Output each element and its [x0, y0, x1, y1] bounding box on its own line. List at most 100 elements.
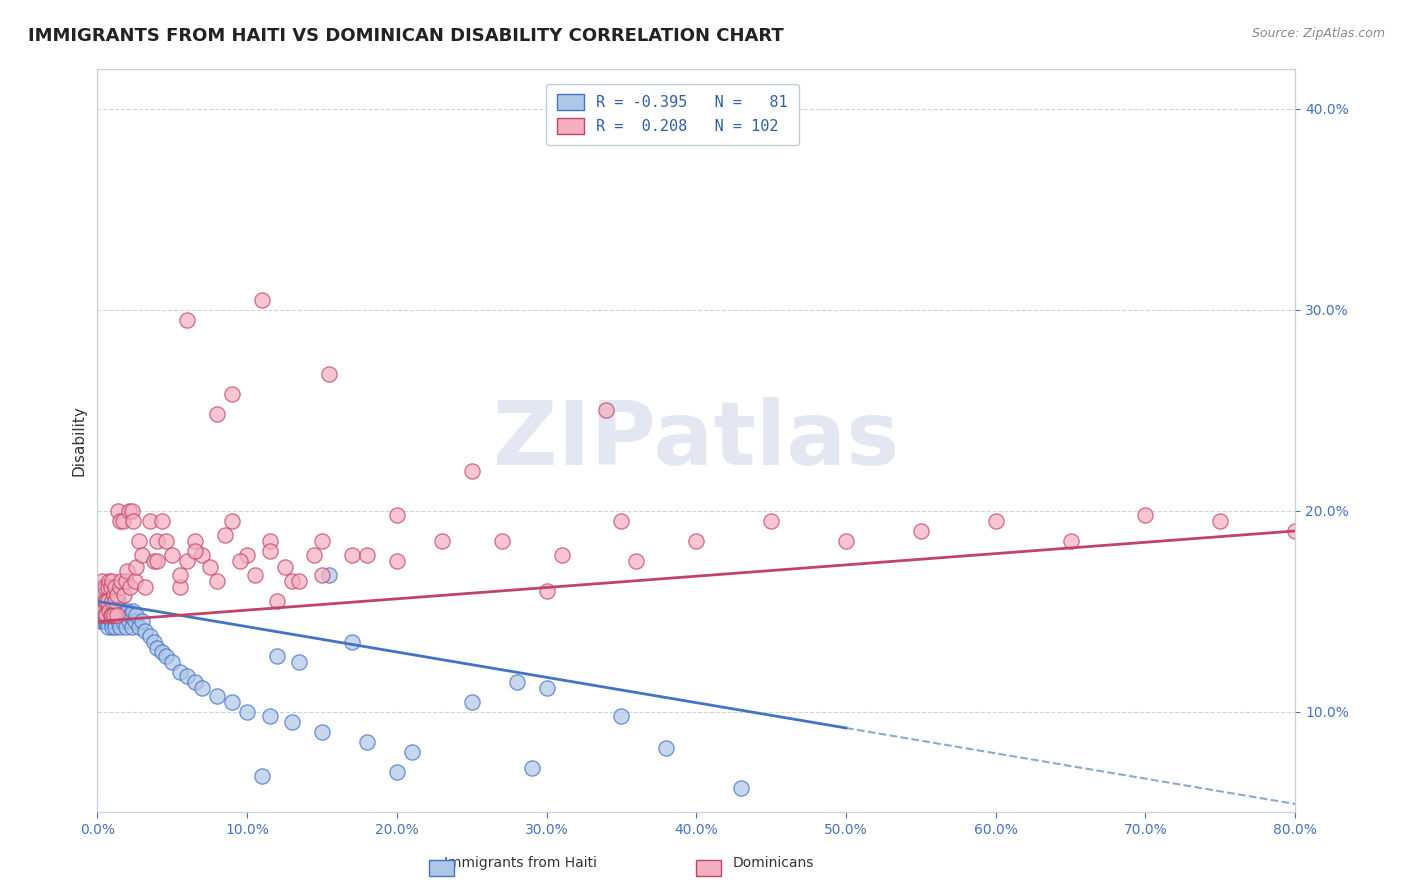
Point: [288, 574, 311, 589]
Point: [385, 554, 408, 568]
Point: [122, 604, 145, 618]
Point: [100, 615, 122, 629]
Text: Dominicans: Dominicans: [733, 855, 814, 870]
Point: [120, 580, 142, 594]
Point: [176, 669, 198, 683]
Point: [90, 608, 112, 623]
Point: [128, 620, 150, 634]
Point: [117, 564, 139, 578]
Point: [311, 568, 333, 582]
Point: [112, 608, 135, 623]
Point: [101, 594, 124, 608]
Point: [124, 615, 146, 629]
Point: [91, 588, 114, 602]
Point: [610, 514, 633, 528]
Point: [100, 608, 122, 623]
Point: [169, 580, 191, 594]
Point: [101, 574, 124, 589]
Point: [311, 534, 333, 549]
Point: [340, 548, 363, 562]
Point: [105, 608, 128, 623]
Point: [103, 588, 125, 602]
Point: [89, 608, 111, 623]
Point: [103, 615, 125, 629]
Point: [183, 544, 205, 558]
Point: [266, 594, 288, 608]
Point: [111, 514, 134, 528]
Point: [460, 695, 482, 709]
Point: [536, 584, 558, 599]
Point: [121, 620, 143, 634]
Point: [87, 594, 110, 608]
Point: [90, 594, 112, 608]
Point: [118, 615, 141, 629]
Point: [100, 588, 122, 602]
Point: [103, 604, 125, 618]
Point: [131, 615, 153, 629]
Point: [112, 588, 135, 602]
Point: [90, 594, 112, 608]
Point: [143, 634, 166, 648]
Point: [94, 580, 117, 594]
Point: [105, 600, 128, 615]
Point: [205, 574, 228, 589]
Point: [183, 534, 205, 549]
Point: [1059, 534, 1081, 549]
Point: [87, 604, 110, 618]
Point: [1284, 524, 1306, 538]
Point: [96, 594, 118, 608]
Point: [155, 534, 177, 549]
Point: [90, 608, 112, 623]
Point: [103, 608, 125, 623]
Point: [259, 534, 281, 549]
Point: [385, 765, 408, 780]
Point: [250, 769, 273, 783]
Point: [311, 725, 333, 739]
Point: [169, 665, 191, 679]
Point: [176, 554, 198, 568]
Point: [110, 604, 132, 618]
Point: [266, 648, 288, 663]
Point: [89, 615, 111, 629]
Point: [98, 600, 121, 615]
Point: [108, 620, 131, 634]
Point: [114, 620, 136, 634]
Point: [125, 560, 148, 574]
Point: [96, 608, 118, 623]
Point: [288, 655, 311, 669]
Point: [101, 594, 124, 608]
Point: [1135, 508, 1157, 522]
Point: [124, 574, 146, 589]
Point: [214, 528, 236, 542]
Point: [89, 604, 111, 618]
Point: [98, 574, 121, 589]
Point: [107, 504, 129, 518]
Point: [91, 588, 114, 602]
Point: [910, 524, 932, 538]
Point: [91, 615, 114, 629]
Point: [134, 580, 156, 594]
Point: [1209, 514, 1232, 528]
Text: Source: ZipAtlas.com: Source: ZipAtlas.com: [1251, 27, 1385, 40]
Point: [259, 709, 281, 723]
Point: [139, 514, 162, 528]
Point: [89, 588, 111, 602]
Point: [273, 560, 295, 574]
Point: [117, 604, 139, 618]
Point: [759, 514, 782, 528]
Point: [104, 620, 127, 634]
Point: [122, 514, 145, 528]
Point: [626, 554, 648, 568]
Point: [835, 534, 858, 549]
Point: [236, 705, 259, 719]
Point: [281, 574, 304, 589]
Point: [118, 504, 141, 518]
Point: [460, 464, 482, 478]
Point: [94, 615, 117, 629]
Point: [108, 580, 131, 594]
Point: [304, 548, 326, 562]
Point: [105, 588, 128, 602]
Point: [243, 568, 266, 582]
Point: [356, 548, 378, 562]
Point: [134, 624, 156, 639]
